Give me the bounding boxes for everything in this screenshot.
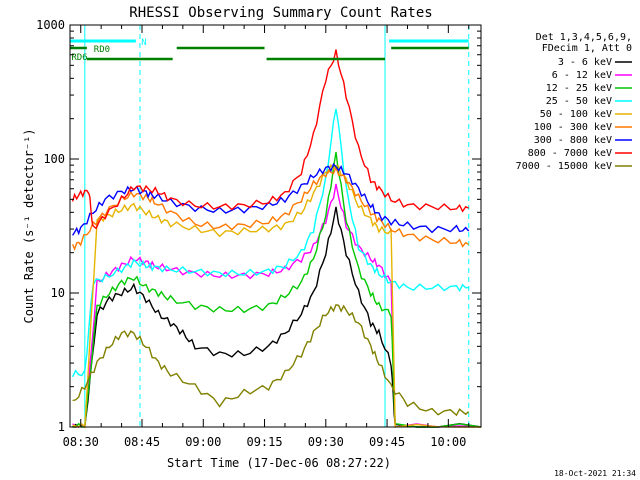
y-tick-label: 1000 [36, 18, 65, 32]
x-tick-label: 08:45 [124, 435, 160, 449]
plot-area-frame [69, 24, 482, 428]
series-line-50-100-kev [72, 163, 481, 429]
series-line-100-300-kev [71, 165, 470, 252]
x-tick-label: 09:00 [185, 435, 221, 449]
series-line-300-800-kev [72, 162, 470, 236]
x-tick-label: 08:30 [63, 435, 99, 449]
x-tick-label: 09:15 [246, 435, 282, 449]
series-line-6-12-kev [72, 183, 482, 429]
y-tick-label: 1 [58, 420, 65, 434]
legend-label-7000-15000-kev: 7000 - 15000 keV [516, 161, 612, 172]
legend-label-12-25-kev: 12 - 25 keV [546, 83, 612, 94]
legend-label-800-7000-kev: 800 - 7000 keV [528, 148, 612, 159]
series-line-12-25-kev [72, 151, 482, 428]
legend-label-100-300-kev: 100 - 300 keV [534, 122, 612, 133]
y-tick-label: 10 [51, 286, 65, 300]
legend-label-25-50-kev: 25 - 50 keV [546, 96, 612, 107]
status-label-rd6: RD6 [71, 53, 87, 63]
series-line-800-7000-kev [71, 49, 469, 230]
timestamp: 18-Oct-2021 21:34 [554, 469, 636, 478]
chart-title: RHESSI Observing Summary Count Rates [129, 5, 432, 21]
legend-header-line-1: Det 1,3,4,5,6,9, [536, 32, 632, 43]
legend-label-300-800-kev: 300 - 800 keV [534, 135, 612, 146]
x-tick-label: 10:00 [430, 435, 466, 449]
series-line-25-50-kev [71, 108, 469, 378]
legend: Det 1,3,4,5,6,9, FDecim 1, Att 0 3 - 6 k… [516, 32, 632, 172]
legend-label-50-100-kev: 50 - 100 keV [540, 109, 612, 120]
series-line-3-6-kev [72, 206, 482, 428]
status-label-rd0: RD0 [94, 45, 110, 55]
x-tick-label: 09:30 [308, 435, 344, 449]
series-line-7000-15000-kev [72, 303, 470, 417]
x-axis-label: Start Time (17-Dec-06 08:27:22) [167, 456, 391, 470]
y-axis-label: Count Rate (s⁻¹ detector⁻¹) [22, 128, 36, 323]
legend-header-line-2: FDecim 1, Att 0 [542, 43, 632, 54]
legend-label-3-6-kev: 3 - 6 keV [558, 57, 612, 68]
legend-label-6-12-kev: 6 - 12 keV [552, 70, 612, 81]
status-label-n: N [141, 38, 146, 48]
series-group [71, 49, 482, 429]
y-tick-label: 100 [43, 152, 65, 166]
x-tick-label: 09:45 [369, 435, 405, 449]
status-bars: N RD0 RD6 [70, 38, 469, 63]
x-axis: 08:30 08:45 09:00 09:15 09:30 09:45 10:00 [63, 25, 470, 449]
spacecraft-markers [84, 25, 470, 427]
y-axis: 1 10 100 1000 [36, 18, 481, 434]
